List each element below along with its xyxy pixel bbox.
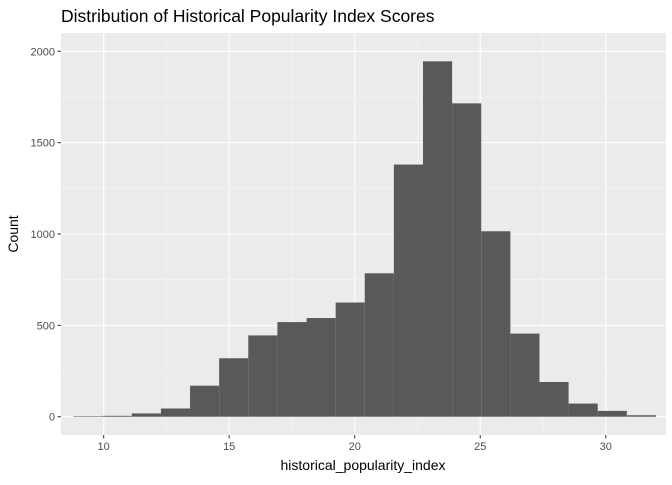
histogram-bar [131, 413, 161, 417]
histogram-bar [73, 416, 103, 417]
x-tick-label: 25 [474, 441, 486, 453]
x-tick-label: 20 [349, 441, 361, 453]
y-tick-label: 2000 [31, 46, 55, 58]
histogram-bar [102, 415, 132, 417]
histogram-bar [248, 335, 278, 417]
x-tick-label: 10 [98, 441, 110, 453]
histogram-bar [626, 415, 656, 417]
y-tick-label: 1500 [31, 138, 55, 150]
histogram-bar [510, 333, 540, 417]
y-tick-label: 0 [49, 412, 55, 424]
y-tick-label: 1000 [31, 229, 55, 241]
histogram-bar [568, 403, 598, 417]
histogram-bar [539, 382, 569, 417]
histogram-bar [481, 231, 511, 417]
histogram-bar [364, 273, 394, 417]
x-tick-label: 15 [223, 441, 235, 453]
y-axis: 0 500 1000 1500 2000 [31, 46, 61, 424]
histogram-bar [160, 408, 191, 417]
histogram-bars [73, 61, 656, 417]
x-tick-label: 30 [600, 441, 612, 453]
chart-title: Distribution of Historical Popularity In… [61, 6, 435, 26]
x-axis: 10 15 20 25 30 [98, 435, 612, 453]
y-axis-label: Count [5, 215, 21, 252]
x-axis-label: historical_popularity_index [281, 457, 446, 473]
histogram-bar [190, 385, 220, 417]
histogram-bar [306, 318, 336, 417]
histogram-bar [335, 302, 365, 417]
histogram-bar [393, 164, 423, 417]
histogram-bar [597, 410, 627, 417]
histogram-bar [452, 103, 482, 417]
histogram-bar [422, 61, 453, 417]
histogram-bar [219, 358, 249, 417]
histogram-bar [277, 322, 307, 417]
y-tick-label: 500 [37, 320, 55, 332]
